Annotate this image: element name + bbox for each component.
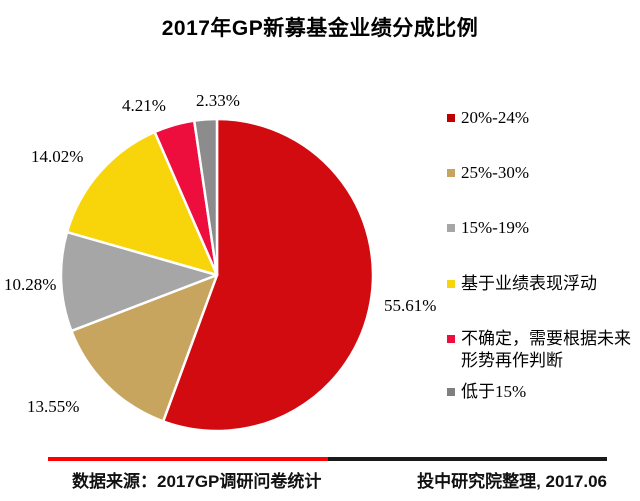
legend-label: 不确定，需要根据未来形势再作判断 <box>461 329 631 370</box>
credit-label: 投中研究院整理, 2017.06 <box>417 472 607 491</box>
legend-item-4: 不确定，需要根据未来形势再作判断 <box>447 328 633 372</box>
legend-label: 20%-24% <box>461 108 529 127</box>
pie-slice-1 <box>70 273 219 423</box>
legend-marker-icon <box>447 280 455 288</box>
legend-item-1: 25%-30% <box>447 162 633 184</box>
slice-value-label-1: 13.55% <box>27 397 80 416</box>
legend-marker-icon <box>447 114 455 122</box>
pie-slice-0 <box>161 117 375 433</box>
footer-divider-line <box>48 457 607 461</box>
pie-slice-2 <box>59 230 219 333</box>
slice-value-label-3: 14.02% <box>31 147 84 166</box>
legend-label: 低于15% <box>461 382 527 401</box>
slice-value-label-2: 10.28% <box>4 275 57 294</box>
legend-label: 25%-30% <box>461 163 529 182</box>
legend-item-5: 低于15% <box>447 381 633 403</box>
legend-item-2: 15%-19% <box>447 217 633 239</box>
slice-value-label-5: 2.33% <box>196 91 240 110</box>
data-source-label: 数据来源：2017GP调研问卷统计 <box>72 472 322 491</box>
legend-marker-icon <box>447 224 455 232</box>
slice-value-label-4: 4.21% <box>122 96 166 115</box>
legend-label: 基于业绩表现浮动 <box>461 274 597 293</box>
legend-marker-icon <box>447 335 455 343</box>
legend-item-0: 20%-24% <box>447 107 633 129</box>
legend-label: 15%-19% <box>461 218 529 237</box>
legend-marker-icon <box>447 388 455 396</box>
legend-item-3: 基于业绩表现浮动 <box>447 273 633 295</box>
legend-marker-icon <box>447 169 455 177</box>
pie-slice-5 <box>192 117 219 277</box>
chart-title: 2017年GP新募基金业绩分成比例 <box>161 17 479 40</box>
footer-divider-black-segment <box>327 457 607 461</box>
footer-divider-red-segment <box>48 457 328 461</box>
pie-slice-3 <box>65 130 219 277</box>
slice-value-label-0: 55.61% <box>384 296 437 315</box>
